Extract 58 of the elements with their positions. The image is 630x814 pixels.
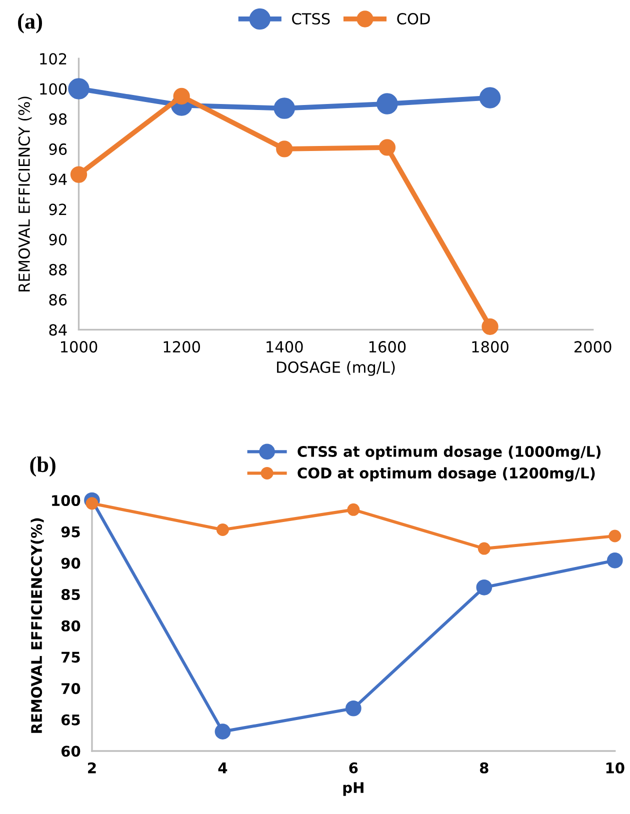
x-tick-label: 8 (480, 762, 488, 774)
legend-label: COD at optimum dosage (1200mg/L) (298, 467, 595, 482)
x-tick-label: 1800 (472, 341, 508, 353)
x-tick-label: 1400 (266, 341, 303, 353)
x-tick-label: 10 (606, 762, 624, 774)
y-tick-label: 94 (49, 174, 67, 186)
y-tick-label: 102 (40, 53, 66, 65)
y-tick-label: 70 (62, 683, 80, 694)
point (479, 87, 501, 108)
x-axis-title: DOSAGE (mg/L) (277, 361, 395, 376)
point (476, 579, 492, 596)
chart-title: (b) (30, 456, 56, 477)
point (216, 523, 229, 536)
y-tick-label: 84 (49, 324, 67, 336)
legend-label: COD (397, 12, 430, 25)
legend-label: CTSS (292, 12, 330, 25)
point (70, 166, 88, 183)
chart-title: (a) (18, 13, 42, 34)
point (347, 503, 360, 516)
x-tick-label: 1000 (60, 341, 98, 353)
y-tick-label: 60 (61, 746, 80, 757)
x-tick-label: 6 (349, 762, 358, 774)
point (376, 93, 398, 114)
x-tick-label: 4 (218, 762, 228, 774)
point (274, 98, 296, 119)
point (482, 318, 498, 335)
y-tick-label: 100 (40, 83, 67, 95)
point (214, 724, 231, 740)
y-tick-label: 90 (49, 234, 67, 246)
point (346, 700, 362, 716)
y-tick-label: 75 (62, 652, 80, 663)
y-tick-label: 88 (49, 264, 67, 276)
point (86, 497, 98, 510)
y-tick-label: 85 (61, 589, 80, 600)
y-axis-title: REMOVAL EFFICIENCCY(%) (30, 518, 44, 733)
y-tick-label: 90 (61, 558, 80, 569)
y-tick-label: 65 (61, 714, 80, 726)
x-tick-label: 2 (88, 762, 96, 774)
point (276, 140, 293, 158)
y-tick-label: 86 (49, 294, 67, 306)
point (68, 78, 90, 100)
y-axis-title: REMOVAL EFFICIENCY (%) (18, 96, 32, 292)
point (606, 552, 623, 568)
point (378, 139, 396, 156)
y-tick-label: 92 (49, 204, 66, 216)
legend-label: CTSS at optimum dosage (1000mg/L) (298, 446, 601, 460)
x-axis-title: pH (343, 782, 364, 796)
y-tick-label: 80 (61, 620, 80, 632)
y-tick-label: 96 (49, 143, 67, 155)
x-tick-label: 1200 (164, 341, 200, 353)
y-tick-label: 100 (52, 495, 80, 506)
point (478, 542, 490, 555)
x-tick-label: 2000 (574, 341, 612, 353)
y-tick-label: 95 (61, 526, 80, 538)
y-tick-label: 98 (49, 113, 67, 125)
x-tick-label: 1600 (369, 341, 406, 353)
point (173, 88, 190, 105)
point (608, 530, 622, 542)
